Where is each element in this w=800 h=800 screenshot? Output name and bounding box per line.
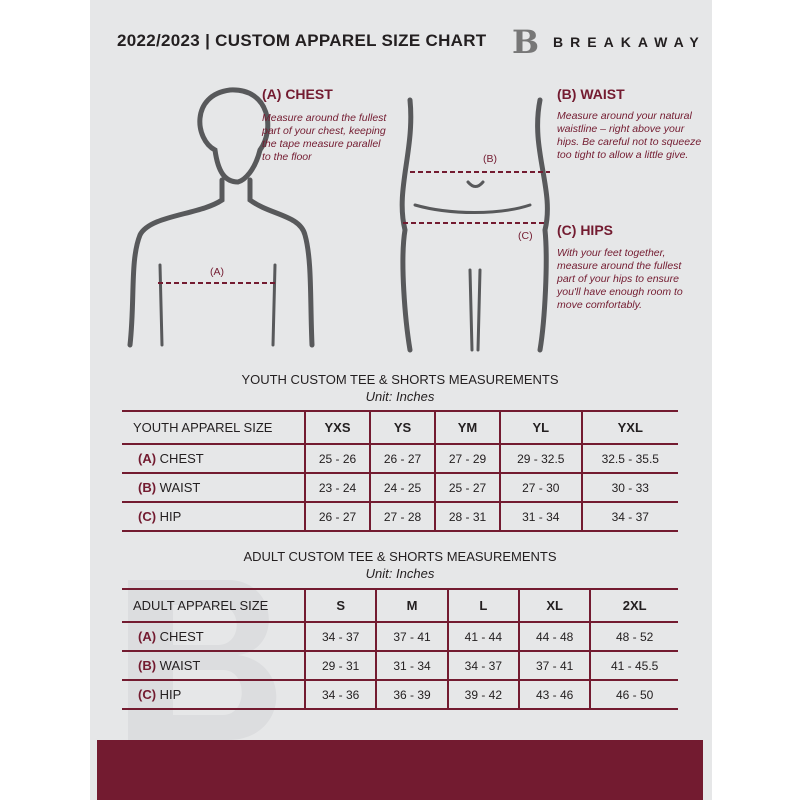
brand-name: BREAKAWAY	[553, 34, 706, 50]
size-col: S	[303, 588, 377, 623]
youth-unit: Unit: Inches	[365, 389, 435, 404]
cell: 34 - 37	[580, 502, 678, 532]
cell: 27 - 29	[434, 444, 500, 474]
size-col: 2XL	[589, 588, 678, 623]
cell: 27 - 28	[369, 502, 435, 532]
cell: 48 - 52	[589, 622, 678, 652]
table-header-row: ADULT APPAREL SIZE S M L XL 2XL	[122, 588, 678, 623]
cell: 25 - 27	[434, 473, 500, 503]
cell: 46 - 50	[589, 680, 678, 710]
header-label: ADULT APPAREL SIZE	[122, 588, 305, 623]
head-outline	[197, 87, 271, 185]
hips-description: With your feet together, measure around …	[557, 247, 683, 311]
body-illustration	[127, 87, 550, 353]
size-col: YL	[499, 410, 582, 445]
chest-heading: (A) CHEST	[262, 86, 333, 102]
waist-marker: (B)	[483, 153, 497, 165]
table-row: (A) CHEST 25 - 26 26 - 27 27 - 29 29 - 32.5…	[122, 444, 678, 474]
footer-band	[97, 740, 703, 800]
table-row: (C) HIP 34 - 36 36 - 39 39 - 42 43 - 46 46 -…	[122, 680, 678, 710]
cell: 36 - 39	[375, 680, 448, 710]
cell: 31 - 34	[375, 651, 448, 681]
waist-outline	[399, 97, 550, 353]
cell: 32.5 - 35.5	[580, 444, 678, 474]
size-col: YS	[369, 410, 435, 445]
table-row: (C) HIP 26 - 27 27 - 28 28 - 31 31 - 34 34 -…	[122, 502, 678, 532]
cell: 28 - 31	[434, 502, 500, 532]
cell: 41 - 45.5	[589, 651, 678, 681]
row-label: (A) CHEST	[122, 444, 305, 474]
cell: 34 - 37	[303, 622, 377, 652]
size-col: XL	[517, 588, 591, 623]
row-label: (B) WAIST	[122, 473, 305, 503]
adult-section-title: ADULT CUSTOM TEE & SHORTS MEASUREMENTS	[243, 549, 557, 564]
size-col: YXS	[304, 410, 370, 445]
row-label: (C) HIP	[122, 680, 305, 710]
size-col: L	[446, 588, 519, 623]
youth-section-title: YOUTH CUSTOM TEE & SHORTS MEASUREMENTS	[241, 372, 559, 387]
table-header-row: YOUTH APPAREL SIZE YXS YS YM YL YXL	[122, 410, 678, 445]
chest-marker: (A)	[210, 266, 224, 278]
page-title: 2022/2023 | CUSTOM APPAREL SIZE CHART	[117, 31, 487, 50]
table-row: (B) WAIST 29 - 31 31 - 34 34 - 37 37 - 41 41…	[122, 651, 678, 681]
cell: 27 - 30	[499, 473, 582, 503]
cell: 41 - 44	[446, 622, 519, 652]
row-label: (C) HIP	[122, 502, 305, 532]
cell: 29 - 32.5	[499, 444, 582, 474]
cell: 43 - 46	[517, 680, 591, 710]
cell: 39 - 42	[446, 680, 519, 710]
cell: 31 - 34	[499, 502, 582, 532]
size-col: M	[375, 588, 448, 623]
adult-unit: Unit: Inches	[365, 566, 435, 581]
row-label: (A) CHEST	[122, 622, 305, 652]
chest-description: Measure around the fullest part of your …	[262, 112, 387, 163]
logo-icon: B	[512, 23, 540, 61]
cell: 37 - 41	[517, 651, 591, 681]
size-col: YM	[434, 410, 500, 445]
waist-description: Measure around your natural waistline – …	[557, 110, 702, 161]
cell: 24 - 25	[369, 473, 435, 503]
row-label: (B) WAIST	[122, 651, 305, 681]
brand-logo: B BREAKAWAY	[512, 26, 706, 58]
cell: 29 - 31	[303, 651, 377, 681]
cell: 26 - 27	[304, 502, 370, 532]
table-row: (B) WAIST 23 - 24 24 - 25 25 - 27 27 - 30 30…	[122, 473, 678, 503]
size-col: YXL	[580, 410, 678, 445]
cell: 37 - 41	[375, 622, 448, 652]
youth-size-table: YOUTH APPAREL SIZE YXS YS YM YL YXL (A) …	[122, 410, 678, 532]
table-row: (A) CHEST 34 - 37 37 - 41 41 - 44 44 - 48 48…	[122, 622, 678, 652]
cell: 34 - 36	[303, 680, 377, 710]
header-label: YOUTH APPAREL SIZE	[122, 410, 305, 445]
cell: 25 - 26	[304, 444, 370, 474]
cell: 34 - 37	[446, 651, 519, 681]
cell: 23 - 24	[304, 473, 370, 503]
cell: 30 - 33	[580, 473, 678, 503]
hips-heading: (C) HIPS	[557, 222, 613, 238]
cell: 44 - 48	[517, 622, 591, 652]
torso-outline	[127, 177, 315, 348]
adult-size-table: ADULT APPAREL SIZE S M L XL 2XL (A) CHES…	[122, 588, 678, 710]
hip-marker: (C)	[518, 230, 533, 242]
waist-heading: (B) WAIST	[557, 86, 625, 102]
cell: 26 - 27	[369, 444, 435, 474]
